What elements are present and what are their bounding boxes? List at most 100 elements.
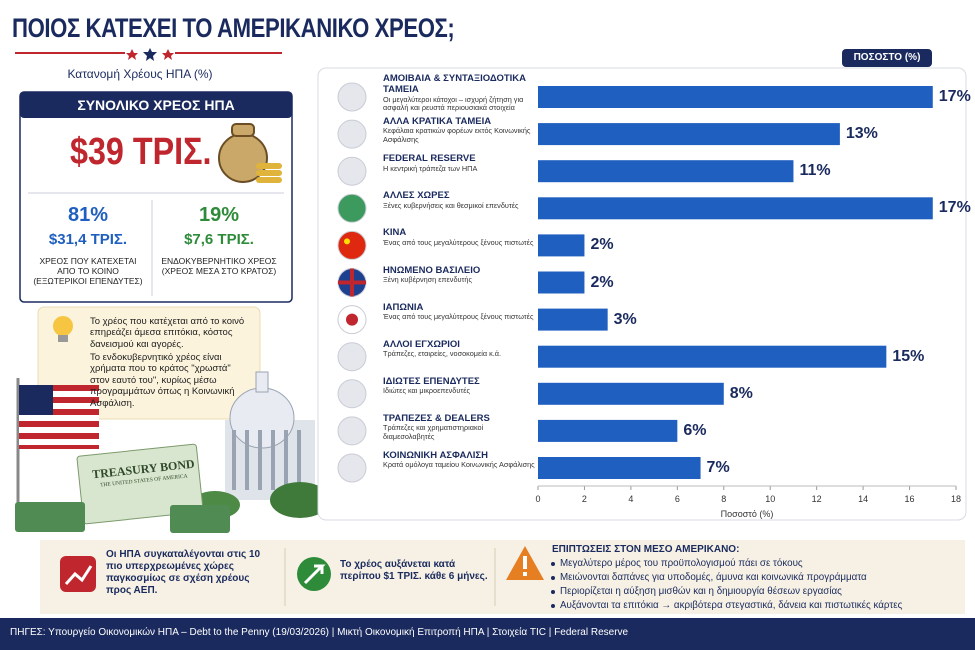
footer-sources: ΠΗΓΕΣ: Υπουργείο Οικονομικών ΗΠΑ – Debt … [10, 627, 629, 638]
chart-icon [60, 556, 96, 592]
category-description: Ένας από τους μεγαλύτερους ξένους πιστωτ… [383, 237, 534, 247]
row-icon [337, 453, 367, 483]
row-icon [337, 156, 367, 186]
value-label: 13% [845, 125, 878, 143]
value-label: 6% [683, 421, 707, 439]
share: 19% [198, 204, 240, 226]
value-label: 17% [938, 199, 971, 217]
bar [538, 345, 887, 368]
value-label: 15% [892, 347, 925, 365]
value-label: 17% [938, 88, 971, 105]
row-icon [337, 193, 367, 223]
bottom-strip [40, 540, 965, 614]
bar [538, 234, 585, 257]
row-icon [337, 119, 367, 149]
bar [538, 382, 724, 405]
chart-header-bg [842, 49, 932, 67]
category-name: ΑΛΛΟΙ ΕΓΧΩΡΙΟΙ [383, 338, 460, 350]
value-label: 3% [613, 310, 637, 328]
bar [538, 86, 933, 108]
category-name: ΙΑΠΩΝΙΑ [383, 301, 424, 313]
x-tick-label: 18 [950, 494, 961, 504]
row-label: ΚΟΙΝΩΝΙΚΗ ΑΣΦΑΛΙΣΗ Κρατά ομόλογα ταμείου … [383, 450, 535, 470]
impacts-heading: ΕΠΙΠΤΩΣΕΙΣ ΣΤΟΝ ΜΕΣΟ ΑΜΕΡΙΚΑΝΟ: [552, 544, 740, 555]
total-heading: ΣΥΝΟΛΙΚΟ ΧΡΕΟΣ ΗΠΑ [77, 97, 235, 113]
x-tick-label: 16 [904, 494, 915, 504]
fact: Οι ΗΠΑ συγκαταλέγονται στις 10 πιο υπερχ… [106, 549, 261, 596]
impact-item: Μειώνονται δαπάνες για υποδομές, άμυνα κ… [551, 572, 867, 583]
row-label: ΤΡΑΠΕΖΕΣ & DEALERS Τράπεζες και χρηματιστ… [383, 413, 535, 441]
share-label: ΕΝΔΟΚΥΒΕΡΝΗΤΙΚΟ ΧΡΕΟΣ (ΧΡΕΟΣ ΜΕΣΑ ΣΤΟ ΚΡ… [161, 256, 277, 277]
value-label: 2% [590, 273, 614, 291]
impact-item: Περιορίζεται η αύξηση μισθών και η δημιο… [551, 586, 842, 597]
category-name: ΚΙΝΑ [383, 227, 407, 239]
plot [337, 82, 957, 490]
x-tick-label: 4 [628, 494, 634, 504]
category-name: FEDERAL RESERVE [383, 153, 476, 165]
x-tick-label: 2 [581, 494, 587, 504]
fact: Το χρέος αυξάνεται κατά περίπου $1 ΤΡΙΣ.… [340, 559, 488, 582]
row-label: ΗΝΩΜΕΝΟ ΒΑΣΙΛΕΙΟ Ξένη κυβέρνηση επενδυτής [383, 265, 535, 285]
bar [538, 308, 608, 331]
flag-disc [346, 313, 358, 326]
money-bag [218, 123, 282, 183]
category-description: Ένας από τους μεγαλύτερους ξένους πιστωτ… [383, 311, 534, 321]
category-description: Ξένη κυβέρνηση επενδυτής [383, 274, 472, 284]
impact-item: Μεγαλύτερο μέρος του προϋπολογισμού πάει… [551, 558, 803, 569]
amount: $31,4 ΤΡΙΣ. [48, 231, 128, 248]
x-tick-label: 10 [765, 494, 776, 504]
category-name: ΚΟΙΝΩΝΙΚΗ ΑΣΦΑΛΙΣΗ [383, 450, 488, 461]
growth-icon [297, 557, 331, 591]
row-icon [337, 342, 367, 372]
category-description: Τράπεζες και χρηματιστηριακοί διαμεσολαβ… [383, 423, 484, 441]
category-description: Τράπεζες, εταιρείες, νοσοκομεία κ.ά. [383, 349, 502, 359]
row-label: ΑΛΛΟΙ ΕΓΧΩΡΙΟΙ Τράπεζες, εταιρείες, νοσοκ… [383, 339, 535, 359]
category-name: ΑΛΛΑ ΚΡΑΤΙΚΑ ΤΑΜΕΙΑ [383, 116, 492, 128]
star [143, 48, 157, 61]
total-header [20, 92, 292, 118]
x-tick-label: 8 [721, 494, 727, 504]
total-amount: $39 ΤΡΙΣ. [70, 131, 212, 173]
star [126, 49, 138, 60]
value-label: 11% [799, 162, 831, 180]
subtitle: Κατανομή Χρέους ΗΠΑ (%) [67, 67, 213, 81]
bar [538, 160, 794, 183]
row-label: ΑΛΛΑ ΚΡΑΤΙΚΑ ΤΑΜΕΙΑ Κεφάλαια κρατικών φορ… [383, 116, 535, 144]
share-label: ΧΡΕΟΣ ΠΟΥ ΚΑΤΕΧΕΤΑΙ ΑΠΟ ΤΟ ΚΟΙΝΟ (ΕΞΩΤΕΡ… [33, 256, 143, 287]
category-description: Κεφάλαια κρατικών φορέων εκτός Κοινωνική… [383, 126, 531, 144]
category-description: Κρατά ομόλογα ταμείου Κοινωνικής Ασφάλισ… [383, 460, 535, 470]
illustration [15, 371, 330, 533]
category-name: ΗΝΩΜΕΝΟ ΒΑΣΙΛΕΙΟ [383, 264, 481, 276]
footer-bar [0, 618, 975, 650]
value-label: 8% [729, 384, 753, 402]
row-icon [337, 82, 367, 112]
impact-item: Αυξάνονται τα επιτόκια → ακριβότερα στεγ… [550, 600, 903, 611]
x-tick-label: 12 [811, 494, 822, 504]
star [162, 49, 174, 60]
row-icon [337, 416, 367, 446]
flag-star [344, 238, 350, 245]
x-tick-label: 14 [858, 494, 869, 504]
category-description: Οι μεγαλύτεροι κάτοχοι – ισχυρή ζήτηση γ… [383, 94, 524, 113]
warning-icon [506, 546, 544, 580]
bar [538, 419, 678, 442]
info-text: Το ενδοκυβερνητικό χρέος είναι χρήματα π… [90, 352, 235, 409]
category-description: Ιδιώτες και μικροεπενδυτές [383, 386, 470, 396]
row-label: ΚΙΝΑ Ένας από τους μεγαλύτερους ξένους πι… [383, 227, 535, 247]
category-description: Ξένες κυβερνήσεις και θεσμικοί επενδυτές [383, 200, 519, 210]
info-text: Το χρέος που κατέχεται από το κοινό επηρ… [90, 316, 245, 350]
row-label: ΙΑΠΩΝΙΑ Ένας από τους μεγαλύτερους ξένους… [383, 302, 535, 322]
bulb-icon [53, 316, 73, 342]
x-tick-label: 0 [535, 494, 541, 504]
x-tick-label: 6 [674, 494, 680, 504]
row-label: ΙΔΙΩΤΕΣ ΕΠΕΝΔΥΤΕΣ Ιδιώτες και μικροεπενδυ… [383, 376, 535, 396]
row-label: ΑΛΛΕΣ ΧΩΡΕΣ Ξένες κυβερνήσεις και θεσμικο… [383, 190, 535, 210]
category-name: ΙΔΙΩΤΕΣ ΕΠΕΝΔΥΤΕΣ [383, 375, 480, 387]
title: ΠΟΙΟΣ ΚΑΤΕΧΕΙ ΤΟ ΑΜΕΡΙΚΑΝΙΚΟ ΧΡΕΟΣ; [12, 13, 455, 43]
amount: $7,6 ΤΡΙΣ. [184, 231, 254, 248]
